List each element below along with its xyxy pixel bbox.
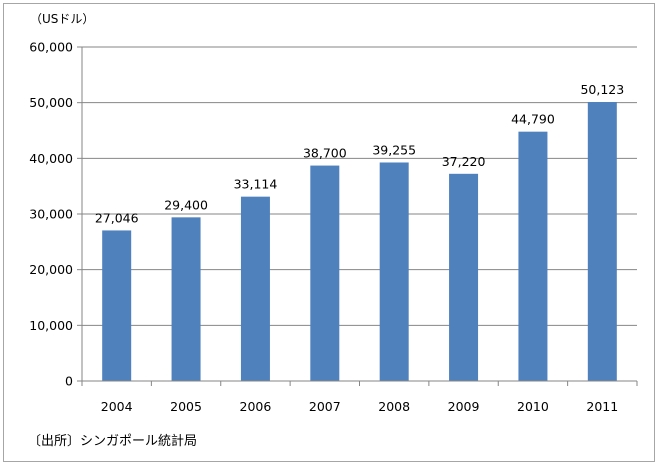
data-label: 37,220 [442, 154, 486, 169]
y-tick-label: 30,000 [29, 207, 73, 222]
bar [240, 196, 270, 381]
bar [310, 165, 340, 381]
data-label: 29,400 [164, 197, 208, 212]
data-label: 38,700 [303, 146, 347, 161]
bar [587, 101, 617, 381]
data-label: 50,123 [580, 82, 624, 97]
x-tick-label: 2004 [101, 399, 133, 414]
y-tick-label: 60,000 [29, 40, 73, 55]
y-tick-label: 0 [65, 374, 73, 389]
y-tick-label: 20,000 [29, 262, 73, 277]
data-label: 44,790 [511, 112, 555, 127]
source-note: 〔出所〕シンガポール統計局 [28, 434, 198, 449]
bar [171, 217, 201, 381]
x-tick-label: 2011 [586, 399, 618, 414]
y-tick-label: 40,000 [29, 151, 73, 166]
bar [518, 131, 548, 381]
y-tick-label: 50,000 [29, 95, 73, 110]
x-tick-label: 2010 [517, 399, 549, 414]
y-unit-label: （USドル） [30, 12, 95, 26]
bar [102, 230, 132, 381]
bar [449, 173, 479, 381]
x-tick-label: 2009 [448, 399, 480, 414]
x-tick-label: 2007 [309, 399, 341, 414]
data-label: 33,114 [234, 177, 278, 192]
x-tick-label: 2005 [170, 399, 202, 414]
x-tick-label: 2008 [378, 399, 410, 414]
y-tick-label: 10,000 [29, 318, 73, 333]
data-label: 27,046 [95, 210, 139, 225]
bar [379, 162, 409, 381]
data-label: 39,255 [372, 142, 416, 157]
x-tick-label: 2006 [240, 399, 272, 414]
